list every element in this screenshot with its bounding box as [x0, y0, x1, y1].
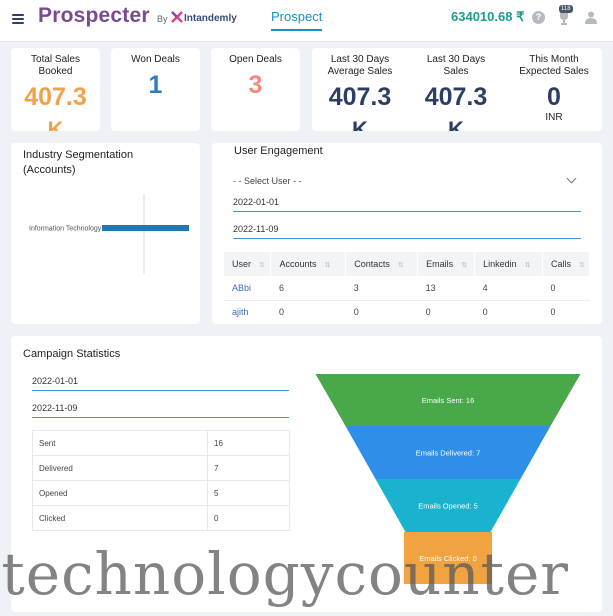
funnel-stage[interactable]: [404, 532, 492, 584]
sort-icon: ⇅: [397, 262, 404, 269]
stat-unit: INR: [545, 112, 563, 123]
account-balance: 634010.68 ₹: [451, 9, 525, 24]
stat-unit-partial: K: [352, 117, 368, 131]
engagement-start-date-input[interactable]: 2022-01-01: [233, 197, 581, 212]
engagement-end-date-input[interactable]: 2022-11-09: [233, 224, 581, 239]
metric-value: 7: [207, 455, 290, 481]
metric-label: Sent: [32, 430, 208, 456]
user-cell[interactable]: ajith: [224, 300, 271, 325]
bar[interactable]: [102, 225, 189, 231]
won-deals-card: Won Deals 1: [111, 48, 200, 131]
chevron-down-icon: [566, 173, 577, 184]
column-header-linkedin[interactable]: Linkedin ⇅: [474, 252, 543, 276]
funnel-stage-label: Emails Clicked: 0: [419, 554, 477, 563]
stat-title: Won Deals: [131, 54, 180, 65]
stat-value: 1: [148, 71, 163, 99]
user-icon[interactable]: [584, 10, 598, 24]
stat-title: Last 30 Days Average Sales: [327, 54, 393, 77]
table-cell: 0: [542, 276, 590, 301]
table-row: Sent 16: [32, 430, 290, 456]
stat-value: 3: [248, 71, 263, 99]
campaign-end-date-input[interactable]: 2022-11-09: [32, 403, 289, 418]
user-engagement-card: User Engagement - - Select User - - 2022…: [212, 143, 602, 325]
industry-bar-chart: Information Technology: [29, 194, 189, 274]
industry-segmentation-title: Industry Segmentation (Accounts): [23, 149, 134, 176]
stat-value: 407.3: [24, 83, 87, 111]
funnel-stage-label: Emails Delivered: 7: [416, 449, 481, 458]
metric-label: Opened: [32, 480, 208, 506]
table-row: Delivered 7: [32, 455, 290, 481]
table-cell: 0: [270, 300, 346, 325]
sort-icon: ⇅: [579, 262, 585, 269]
trophy-icon[interactable]: [557, 11, 571, 25]
funnel-stage-label: Emails Sent: 16: [422, 396, 475, 405]
metric-label: Delivered: [32, 455, 208, 481]
industry-segmentation-card: Industry Segmentation (Accounts) Informa…: [11, 143, 200, 324]
intandemly-brand-name: Intandemly: [184, 13, 237, 24]
table-row: ajith 0 0 0 0 0: [224, 300, 590, 325]
table-cell: 0: [542, 300, 590, 325]
funnel-stage[interactable]: [345, 426, 551, 479]
column-header-user[interactable]: User ⇅: [224, 252, 272, 276]
column-header-emails[interactable]: Emails ⇅: [417, 252, 476, 276]
user-cell[interactable]: ABbi: [224, 276, 271, 301]
sort-icon: ⇅: [324, 262, 331, 269]
funnel-stage[interactable]: [315, 374, 581, 426]
campaign-statistics-title: Campaign Statistics: [23, 348, 121, 360]
sales-summary-card: Last 30 Days Average Sales 407.3 K Last …: [312, 48, 602, 131]
select-user-placeholder: - - Select User - -: [233, 176, 302, 186]
column-header-contacts[interactable]: Contacts ⇅: [345, 252, 419, 276]
logo-by-text: By: [157, 14, 168, 24]
menu-icon[interactable]: [12, 14, 24, 24]
table-row: Opened 5: [32, 480, 290, 506]
table-cell: 0: [345, 300, 418, 325]
stat-title: Total Sales Booked: [31, 54, 80, 77]
stat-value: 407.3: [328, 83, 392, 111]
select-user-dropdown[interactable]: - - Select User - -: [233, 173, 581, 190]
stat-unit-partial: K: [47, 117, 64, 131]
sort-icon: ⇅: [461, 262, 468, 269]
intandemly-logo-icon: [171, 11, 183, 23]
metric-value: 0: [207, 505, 290, 531]
help-icon[interactable]: ?: [532, 11, 545, 24]
notification-count-badge: 118: [559, 5, 573, 13]
open-deals-card: Open Deals 3: [211, 48, 300, 131]
campaign-start-date-input[interactable]: 2022-01-01: [32, 376, 289, 391]
table-row: Clicked 0: [32, 505, 290, 531]
metric-value: 5: [207, 480, 290, 506]
total-sales-booked-card: Total Sales Booked 407.3 K: [11, 48, 100, 131]
table-cell: 0: [417, 300, 475, 325]
funnel-stage-label: Emails Opened: 5: [418, 502, 478, 511]
table-cell: 0: [474, 300, 543, 325]
tab-prospect[interactable]: Prospect: [271, 9, 323, 31]
table-cell: 13: [417, 276, 475, 301]
table-header-row: User ⇅ Accounts ⇅ Contacts ⇅ Emails ⇅ Linked…: [224, 252, 590, 276]
column-header-accounts[interactable]: Accounts ⇅: [270, 252, 347, 276]
table-cell: 6: [270, 276, 346, 301]
table-cell: 3: [345, 276, 418, 301]
campaign-stats-table: Sent 16 Delivered 7 Opened 5 Clicked 0: [32, 430, 290, 531]
user-engagement-title: User Engagement: [234, 145, 323, 157]
sort-icon: ⇅: [524, 262, 531, 269]
funnel-stage[interactable]: [375, 479, 521, 532]
watermark-text: .technologycounter: [0, 540, 570, 608]
stat-value: 0: [547, 83, 561, 111]
column-header-calls[interactable]: Calls ⇅: [542, 252, 590, 276]
category-label: Information Technology: [29, 226, 102, 233]
metric-value: 16: [207, 430, 290, 456]
stat-title: Last 30 Days Sales: [426, 54, 486, 77]
user-engagement-table: User ⇅ Accounts ⇅ Contacts ⇅ Emails ⇅ Linked…: [224, 252, 590, 325]
campaign-statistics-card: Campaign Statistics 2022-01-01 2022-11-0…: [11, 336, 602, 612]
email-funnel-chart: Emails Sent: 16 Emails Delivered: 7 Emails…: [315, 374, 581, 584]
table-cell: 4: [474, 276, 543, 301]
table-row: ABbi 6 3 13 4 0: [224, 276, 590, 301]
prospecter-logo: Prospecter: [38, 4, 150, 27]
sort-icon: ⇅: [259, 262, 265, 269]
stat-unit-partial: K: [448, 117, 464, 131]
stat-title: This Month Expected Sales: [519, 54, 589, 77]
stat-title: Open Deals: [229, 54, 282, 65]
metric-label: Clicked: [32, 505, 208, 531]
top-navigation-bar: Prospecter By Intandemly Prospect 634010…: [0, 0, 613, 42]
stat-value: 407.3: [424, 83, 488, 111]
